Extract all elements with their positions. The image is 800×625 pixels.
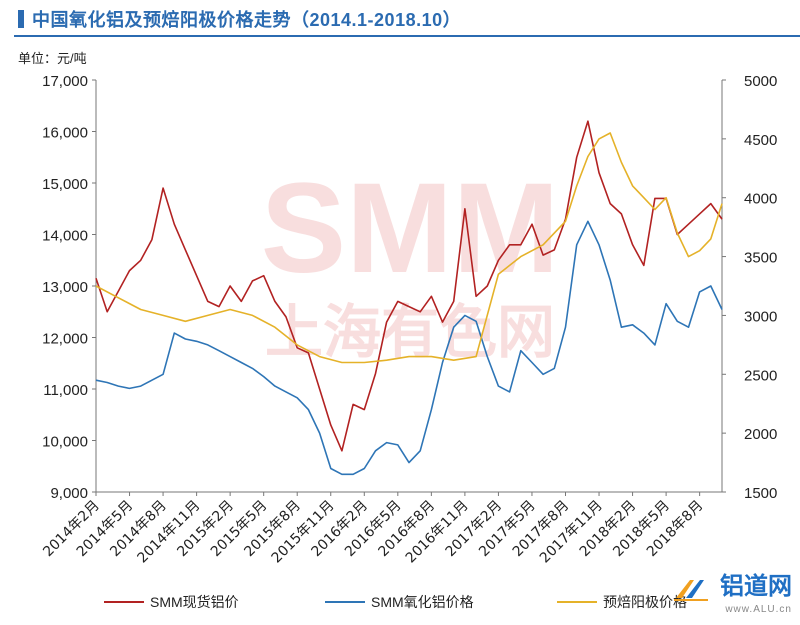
left-tick-label: 13,000: [42, 279, 88, 296]
brand-mark-icon: [673, 579, 708, 601]
legend-swatch-yellow: [557, 601, 597, 603]
series-line-alumina: [95, 220, 723, 476]
x-tick-labels: 2014年2月2014年5月2014年8月2014年11月2015年2月2015…: [40, 498, 706, 567]
left-tick-label: 15,000: [42, 176, 88, 193]
left-tick-label: 9,000: [50, 485, 88, 502]
right-tick-label: 2000: [744, 426, 777, 443]
legend-item-alumina: SMM氧化铝价格: [325, 592, 474, 612]
series-line-anode: [95, 132, 723, 364]
brand-logo: 铝道网 www.ALU.cn: [672, 566, 792, 615]
unit-label: 单位：元/吨: [18, 51, 87, 66]
legend-swatch-blue: [325, 601, 365, 603]
series-group: [95, 120, 723, 476]
legend-label: 预焙阳极价格: [603, 594, 687, 610]
legend-item-anode: 预焙阳极价格: [557, 592, 687, 612]
left-tick-label: 11,000: [43, 382, 88, 399]
right-tick-label: 4500: [744, 132, 777, 149]
right-tick-label: 4000: [744, 191, 777, 208]
chart-title: 中国氧化铝及预焙阳极价格走势（2014.1-2018.10）: [32, 10, 462, 30]
legend-swatch-red: [104, 601, 144, 603]
right-tick-label: 2500: [744, 367, 777, 384]
left-tick-label: 12,000: [42, 331, 88, 348]
left-tick-label: 10,000: [42, 434, 88, 451]
left-tick-label: 14,000: [42, 228, 88, 245]
title-rule: [14, 35, 800, 37]
right-tick-label: 3000: [744, 308, 777, 325]
legend-item-smm-aluminum: SMM现货铝价: [104, 592, 239, 612]
left-tick-label: 16,000: [42, 125, 88, 142]
brand-url: www.ALU.cn: [725, 603, 792, 615]
series-line-smm-aluminum: [95, 120, 723, 452]
title-accent-bar: [18, 10, 24, 28]
axes-group: 9,000 10,000 11,000 12,000 13,000 14,000 15,00…: [42, 73, 777, 502]
watermark-text-cn: 上海有色网: [265, 298, 555, 366]
legend-label: SMM氧化铝价格: [371, 594, 474, 610]
left-tick-label: 17,000: [42, 73, 88, 90]
brand-name: 铝道网: [720, 572, 792, 600]
legend-label: SMM现货铝价: [150, 594, 239, 610]
right-tick-label: 1500: [744, 485, 777, 502]
right-tick-label: 3500: [744, 250, 777, 267]
watermark-text-smm: SMM: [261, 157, 560, 300]
right-tick-label: 5000: [744, 73, 777, 90]
